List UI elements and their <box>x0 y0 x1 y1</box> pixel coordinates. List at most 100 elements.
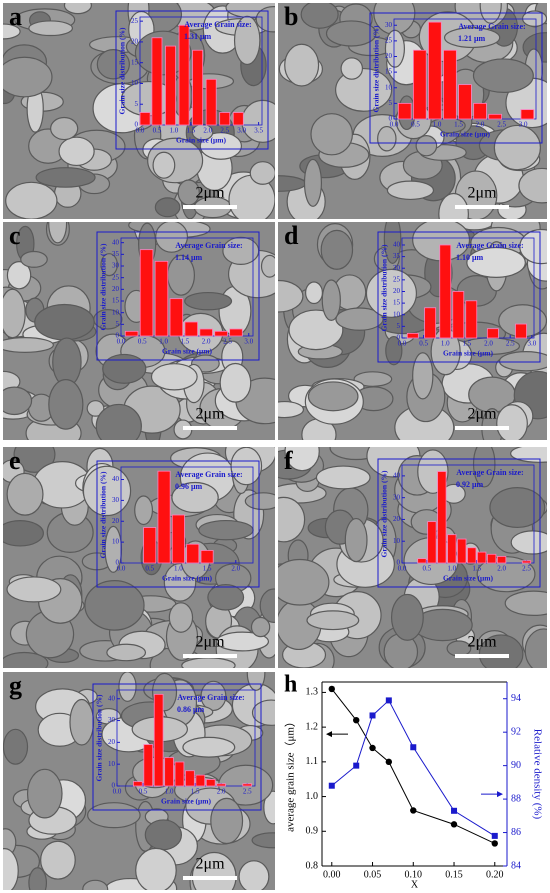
x-tick-label: 1.5 <box>463 340 472 348</box>
grain <box>284 43 320 87</box>
bar <box>143 527 157 564</box>
grain <box>3 651 49 668</box>
grain <box>472 447 496 488</box>
bar <box>397 102 412 120</box>
panel-label: g <box>9 671 22 700</box>
grain <box>100 253 118 277</box>
scale-bar-label: 2μm <box>195 634 225 651</box>
y-tick-label: 0 <box>389 115 393 123</box>
y-tick-label: 30 <box>385 21 393 29</box>
y-tick-label: 30 <box>393 264 401 272</box>
grain <box>48 379 84 430</box>
grain <box>340 57 364 80</box>
y-tick-label: 0 <box>397 559 401 567</box>
grain <box>144 819 183 851</box>
x-tick-label: 0.5 <box>419 340 428 348</box>
bar <box>443 49 457 120</box>
grain <box>241 99 275 143</box>
inset-title: Average Grain size: <box>177 693 244 702</box>
scale-bar-label: 2μm <box>467 406 497 423</box>
grain <box>518 167 547 204</box>
y-tick-label: 40 <box>112 238 120 246</box>
scale-bar-label: 2μm <box>195 185 225 202</box>
grain <box>28 20 74 37</box>
panel-label: h <box>284 672 297 698</box>
x-axis-label: Grain size (μm) <box>176 136 227 145</box>
y-tick-label: 1.1 <box>306 756 319 767</box>
y-tick-label: 0 <box>116 559 120 567</box>
grain <box>493 124 541 171</box>
y-tick-label: 0 <box>135 121 139 129</box>
grain <box>171 481 219 514</box>
point <box>451 807 458 814</box>
arrow-head <box>326 731 332 738</box>
grain <box>250 616 271 638</box>
bar <box>487 553 497 564</box>
x-tick-label: 2.0 <box>203 127 212 135</box>
grain <box>210 797 244 845</box>
point <box>369 744 376 752</box>
grain <box>510 447 547 463</box>
panel: d 2μm 0 5 10 15 20 25 30 35 40 0.0 0.5 1.0 1.5 2.0 2.5 3.… <box>278 221 547 440</box>
y-tick-label: 1.3 <box>306 687 319 698</box>
x-tick-label: 2.0 <box>231 565 240 573</box>
bar <box>242 783 253 787</box>
bar <box>185 770 195 787</box>
y-axis-label: Grain size distribution (%) <box>95 694 104 781</box>
x-tick-label: 0.5 <box>153 127 162 135</box>
grain <box>278 400 305 419</box>
grain <box>489 487 546 529</box>
grain <box>335 307 384 331</box>
bar <box>178 24 190 126</box>
x-tick-label: 3.0 <box>527 340 536 348</box>
y-tick-label: 5 <box>135 100 139 108</box>
grain <box>255 5 275 33</box>
x-tick-label: 0.5 <box>145 565 154 573</box>
point <box>385 758 393 766</box>
bar <box>184 321 198 337</box>
bar <box>139 112 151 126</box>
point <box>410 744 417 751</box>
grain <box>260 254 275 278</box>
grain <box>305 281 323 305</box>
panel: h 0.8 0.9 1.0 1.1 1.2 1.3 84 86 88 90 92 94 0.00 0.05 0… <box>278 672 547 890</box>
y-tick-label: 0.9 <box>306 826 319 837</box>
panel: e 2μm 0 10 20 30 40 0.0 0.5 1.0 1.5 2.0 Grain size (… <box>3 446 275 668</box>
x-tick-label: 0.0 <box>390 121 399 129</box>
grain <box>412 352 434 400</box>
x-tick-label: 2.5 <box>220 127 229 135</box>
panel: a 2μm 0 5 10 15 20 25 0.0 0.5 1.0 1.5 2.0 2.5 3.0 3.5 Gr… <box>3 2 275 219</box>
grain <box>6 472 44 516</box>
y-tick-label: 40 <box>393 471 401 479</box>
point <box>385 697 392 704</box>
grain <box>87 802 141 829</box>
grain <box>3 386 33 416</box>
grain <box>3 288 26 339</box>
x-tick-label: 1.5 <box>186 127 195 135</box>
x-tick-label: 3.5 <box>254 127 263 135</box>
y-tick-label: 10 <box>393 537 401 545</box>
point <box>491 832 498 839</box>
grain <box>306 610 360 631</box>
bar <box>232 112 244 126</box>
y-tick-label: 0.8 <box>306 860 319 871</box>
y-tick-label: 30 <box>108 716 116 724</box>
grain <box>96 49 130 80</box>
inset-frame <box>377 231 541 363</box>
x-tick-label: 1.0 <box>441 340 450 348</box>
x-tick-label: 0.5 <box>138 338 147 346</box>
grain <box>278 496 306 543</box>
grain <box>3 848 19 890</box>
grain <box>251 699 275 726</box>
inset-value: 1.31 μm <box>184 32 212 41</box>
panel-background <box>278 672 547 890</box>
y-tick-label: 30 <box>112 262 120 270</box>
point <box>328 782 335 789</box>
y-tick-label: 10 <box>112 538 120 546</box>
grain <box>184 291 233 311</box>
y2-tick-label: 88 <box>511 793 521 804</box>
bar <box>486 328 499 339</box>
bar <box>139 249 154 337</box>
grain <box>207 583 245 611</box>
grain <box>496 404 528 440</box>
